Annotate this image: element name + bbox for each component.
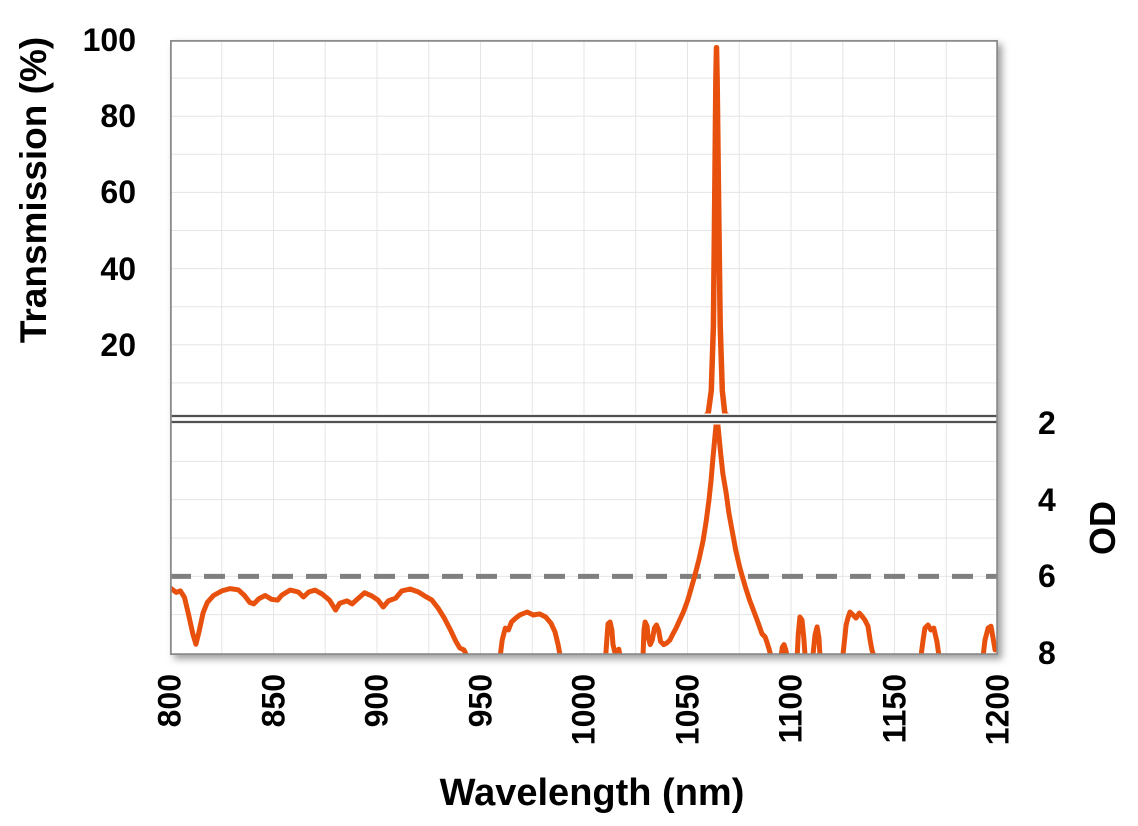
wavelength-tick-label: 800 <box>151 674 188 728</box>
transmission-tick-label: 40 <box>100 250 136 287</box>
od-tick-label: 8 <box>1038 635 1056 671</box>
wavelength-tick-label: 1150 <box>876 674 912 744</box>
plot-border <box>170 40 998 655</box>
od-tick-label: 2 <box>1038 405 1056 441</box>
od-tick-label: 6 <box>1038 558 1056 595</box>
spectrum-plot-svg <box>170 40 998 655</box>
wavelength-tick-label: 1000 <box>565 674 602 746</box>
od-series <box>170 421 998 655</box>
wavelength-tick-label: 1100 <box>772 674 809 744</box>
wavelength-tick-label: 850 <box>255 674 291 728</box>
od-axis-title: OD <box>1082 501 1123 555</box>
transmission-tick-label: 20 <box>100 326 136 363</box>
axis-break-divider <box>170 413 998 425</box>
wavelength-tick-label: 1200 <box>979 674 1016 746</box>
plot-area <box>170 40 998 655</box>
wavelength-axis-title: Wavelength (nm) <box>439 772 745 814</box>
wavelength-tick-label: 950 <box>462 674 498 728</box>
transmission-tick-label: 100 <box>82 22 136 58</box>
transmission-tick-label: 80 <box>100 98 136 135</box>
gridlines <box>170 40 998 655</box>
transmission-series <box>697 44 736 424</box>
wavelength-tick-label: 1050 <box>669 674 705 746</box>
od-tick-label: 4 <box>1038 481 1056 518</box>
transmission-tick-label: 60 <box>100 174 136 211</box>
wavelength-tick-label: 900 <box>358 674 395 728</box>
